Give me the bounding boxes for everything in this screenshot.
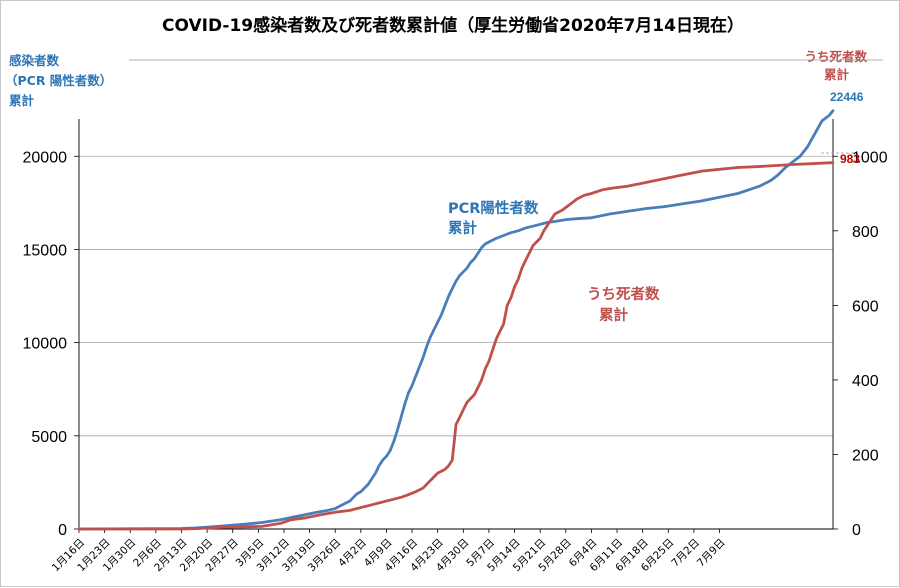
right-tick-label: 0 [852,522,861,539]
left-axis-label-line2: （PCR 陽性者数） [5,73,112,88]
axes [74,119,838,533]
red-series-annotation-line2: 累計 [599,306,628,324]
right-axis-label-line2: 累計 [824,67,850,82]
left-tick-label: 10000 [23,336,68,353]
blue-series-end-label: 22446 [830,90,864,104]
series-line-deaths [77,161,835,531]
left-tick-label: 15000 [23,242,68,259]
left-tick-labels: 0 5000 10000 15000 20000 [23,149,68,539]
right-tick-labels: 0 200 400 600 800 1000 [852,149,888,539]
left-axis-label-line1: 感染者数 [9,53,60,68]
left-tick-label: 20000 [23,149,68,166]
right-tick-label: 600 [852,298,879,315]
series-lines [77,109,835,531]
right-tick-label: 400 [852,373,879,390]
red-series-end-label: 983 [840,152,860,166]
left-tick-label: 5000 [31,429,67,446]
red-series-annotation-line1: うち死者数 [587,285,660,303]
right-axis-label-line1: うち死者数 [804,49,867,64]
x-tick-label: 7月9日 [695,537,728,570]
x-tick-labels: 1月16日1月23日1月30日2月6日2月13日2月20日2月27日3月5日3月… [50,537,728,575]
right-tick-label: 1000 [852,149,888,166]
blue-series-annotation-line1: PCR陽性者数 [448,199,539,217]
grid-lines [79,155,833,437]
left-axis-label-line3: 累計 [9,93,35,108]
chart-title: COVID-19感染者数及び死者数累計値（厚生労働省2020年7月14日現在） [162,15,744,36]
left-tick-label: 0 [58,522,67,539]
right-tick-label: 200 [852,447,879,464]
right-tick-label: 800 [852,224,879,241]
blue-series-annotation-line2: 累計 [448,219,477,237]
series-line-pcr-positive [77,109,835,531]
